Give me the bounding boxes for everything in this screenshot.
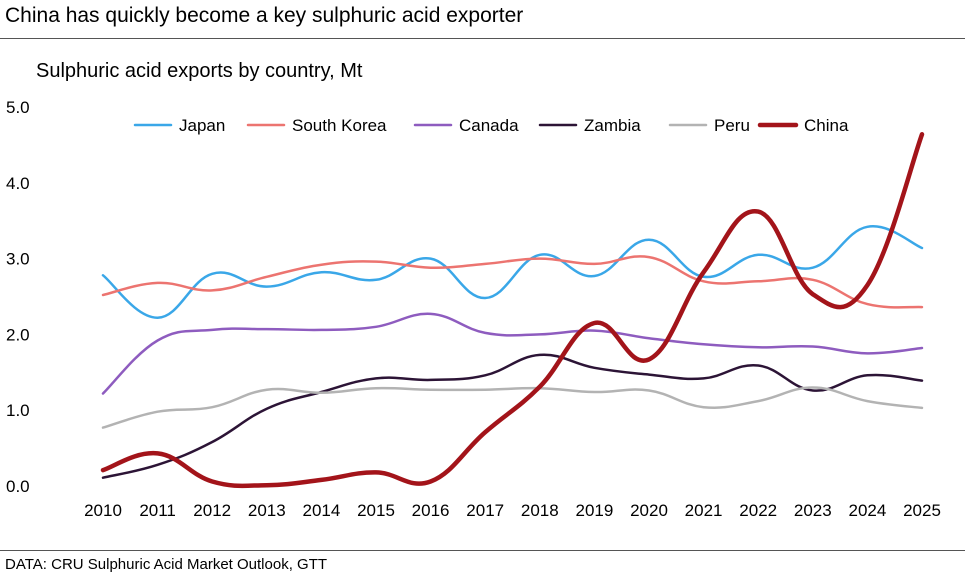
y-tick-label: 1.0 bbox=[6, 401, 30, 420]
page-title: China has quickly become a key sulphuric… bbox=[5, 4, 524, 27]
series-line-zambia bbox=[101, 353, 924, 479]
plot-area bbox=[100, 132, 925, 489]
header-divider bbox=[0, 38, 965, 39]
y-tick-label: 2.0 bbox=[6, 325, 30, 344]
legend: Japan South Korea Canada Zambia Peru China bbox=[133, 116, 849, 135]
legend-label: Zambia bbox=[584, 116, 641, 135]
x-tick-label: 2015 bbox=[357, 501, 395, 520]
legend-label: Peru bbox=[714, 116, 750, 135]
x-tick-label: 2017 bbox=[466, 501, 504, 520]
series-line-china bbox=[100, 132, 925, 489]
x-tick-label: 2023 bbox=[794, 501, 832, 520]
x-tick-label: 2011 bbox=[139, 501, 176, 520]
x-tick-label: 2014 bbox=[302, 501, 340, 520]
y-tick-label: 3.0 bbox=[6, 250, 30, 269]
x-tick-label: 2020 bbox=[630, 501, 668, 520]
y-tick-label: 4.0 bbox=[6, 174, 30, 193]
y-tick-label: 0.0 bbox=[6, 477, 30, 496]
x-tick-label: 2016 bbox=[412, 501, 450, 520]
legend-label: China bbox=[804, 116, 849, 135]
series-line-south-korea bbox=[101, 255, 924, 309]
x-tick-label: 2010 bbox=[84, 501, 122, 520]
x-axis: 2010 2011 2012 2013 2014 2015 2016 2017 2018 2019… bbox=[84, 501, 941, 520]
legend-label: Canada bbox=[459, 116, 519, 135]
x-tick-label: 2019 bbox=[575, 501, 613, 520]
source-note: DATA: CRU Sulphuric Acid Market Outlook,… bbox=[5, 556, 328, 573]
legend-label: Japan bbox=[179, 116, 225, 135]
legend-label: South Korea bbox=[292, 116, 387, 135]
series-line-peru bbox=[101, 386, 924, 429]
chart-title: Sulphuric acid exports by country, Mt bbox=[36, 60, 363, 82]
x-tick-label: 2021 bbox=[685, 501, 723, 520]
y-tick-label: 5.0 bbox=[6, 98, 30, 117]
x-tick-label: 2012 bbox=[193, 501, 231, 520]
x-tick-label: 2025 bbox=[903, 501, 941, 520]
x-tick-label: 2022 bbox=[739, 501, 777, 520]
series-line-japan bbox=[101, 225, 924, 319]
series-line-canada bbox=[101, 312, 924, 395]
x-tick-label: 2013 bbox=[248, 501, 286, 520]
y-axis: 0.0 1.0 2.0 3.0 4.0 5.0 bbox=[6, 98, 30, 496]
footer-divider bbox=[0, 550, 965, 551]
x-tick-label: 2018 bbox=[521, 501, 559, 520]
x-tick-label: 2024 bbox=[848, 501, 886, 520]
